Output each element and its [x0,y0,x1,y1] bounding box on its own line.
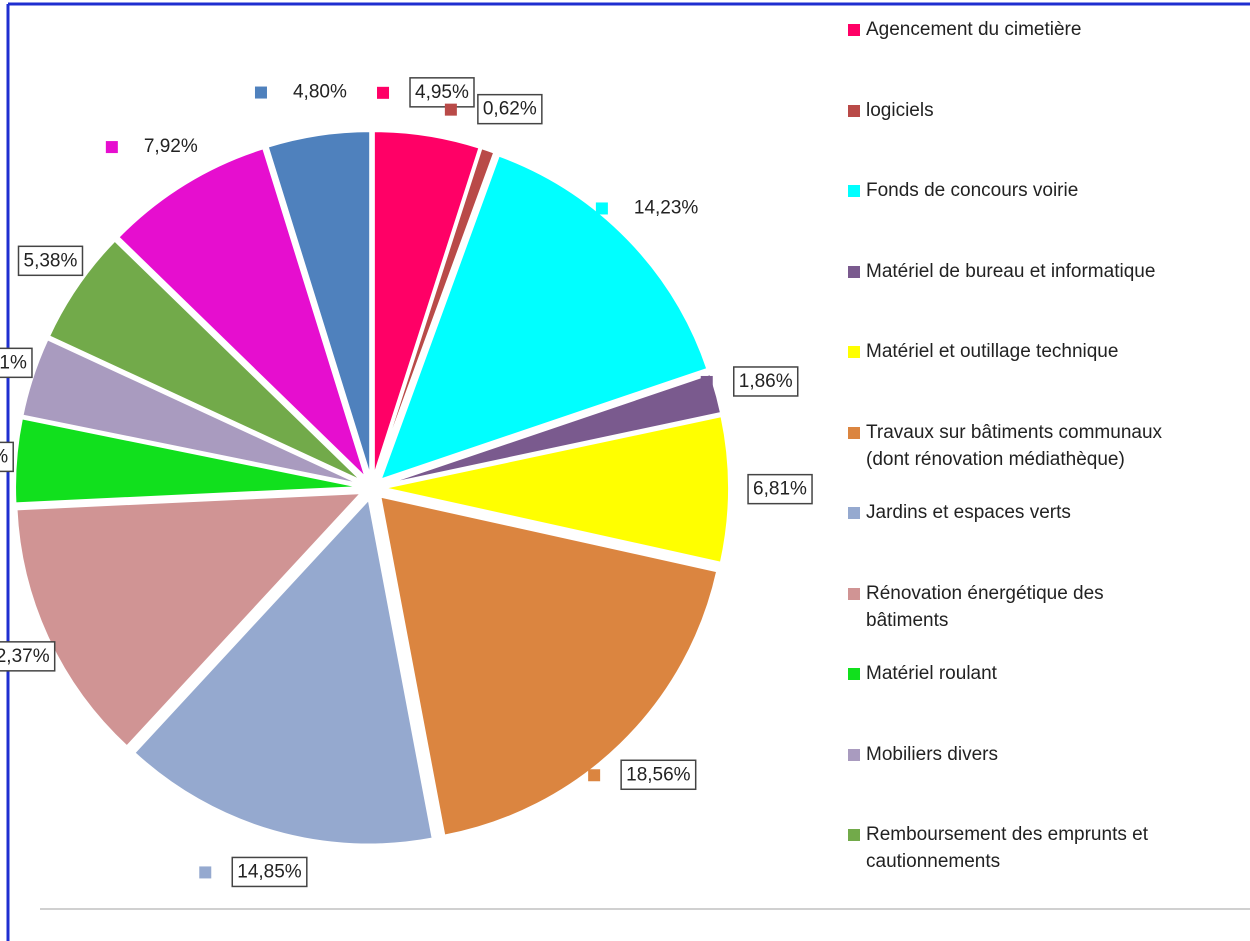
legend-swatch [848,587,860,600]
label-marker [254,86,267,99]
label-box [477,93,543,125]
data-label: 4,95% [415,82,469,103]
label-marker [377,86,390,99]
legend-entry: logiciels [848,97,1186,124]
label-box [0,641,56,672]
legend-entry: Rénovation énergétique des bâtiments [848,580,1186,634]
legend-entry: Remboursement des emprunts et cautionnem… [848,821,1186,875]
legend-entry: Travaux sur bâtiments communaux (dont ré… [848,419,1186,473]
pie-slice [117,147,367,479]
legend-swatch [848,185,860,197]
data-label: 3,71% [0,352,27,373]
pie-slice [383,372,723,486]
pie-slice [372,130,481,477]
label-box [17,245,84,277]
label-marker [700,375,713,388]
label-marker [105,141,118,154]
data-label: 7,92% [144,136,198,157]
data-label: 5,38% [24,250,78,271]
legend-entry: Matériel de bureau et informatique [848,258,1186,285]
legend-label: Matériel de bureau et informatique [866,260,1156,282]
label-marker [588,769,601,782]
legend-swatch [848,507,860,519]
label-box [409,77,475,108]
label-marker [444,103,457,116]
pie-slice [383,414,730,564]
label-box [620,759,697,791]
data-label: 14,85% [237,861,302,882]
legend-swatch [848,24,860,36]
legend-entry: Fonds de concours voirie [848,177,1186,204]
legend-swatch [848,265,860,278]
data-label: 12,37% [0,646,50,667]
label-box [0,441,14,473]
label-marker [595,202,608,215]
legend-label: Travaux sur bâtiments communaux (dont ré… [866,421,1163,470]
legend-label: Matériel et outillage technique [866,341,1119,362]
legend-swatch [848,829,860,841]
pie-slice [21,338,362,486]
legend-label: Remboursement des emprunts et cautionnem… [866,824,1148,872]
data-label: 6,81% [753,479,807,500]
legend-label: Rénovation énergétique des bâtiments [866,582,1104,631]
legend-label: Jardins et espaces verts [866,502,1071,523]
pie-slice [378,154,709,482]
label-marker [199,866,212,879]
legend-label: Matériel roulant [866,663,997,684]
data-label: 18,56% [626,764,691,785]
legend-entry: Agencement du cimetière [848,16,1186,43]
data-label: 14,23% [634,197,699,218]
label-box [733,366,799,397]
label-box [231,856,308,888]
legend-entry: Matériel roulant [848,660,1186,687]
label-marker [715,483,728,496]
legend-swatch [848,104,860,117]
legend-label: Mobiliers divers [866,743,998,765]
legend-swatch [848,668,860,680]
legend-label: Agencement du cimetière [866,19,1082,40]
pie-slice [374,146,496,477]
legend-label: Fonds de concours voirie [866,180,1079,201]
label-box [747,473,813,505]
data-label: 1,86% [739,371,793,392]
legend-swatch [848,346,860,358]
data-label: 3,94% [0,446,8,467]
pie-slice [379,495,719,837]
pie-slice [15,491,364,748]
pie-slice [47,239,363,483]
legend-entry: Jardins et espaces verts [848,499,1186,526]
label-box [0,347,33,379]
data-label: 0,62% [483,99,537,120]
legend-swatch [848,748,860,761]
pie-slice [266,130,372,477]
data-label: 4,80% [293,82,347,103]
pie-slice [14,417,361,505]
legend-label: logiciels [866,99,934,121]
pie-slice [133,497,434,846]
legend-swatch [848,426,860,439]
legend-entry: Mobiliers divers [848,741,1186,768]
legend-entry: Matériel et outillage technique [848,338,1186,365]
